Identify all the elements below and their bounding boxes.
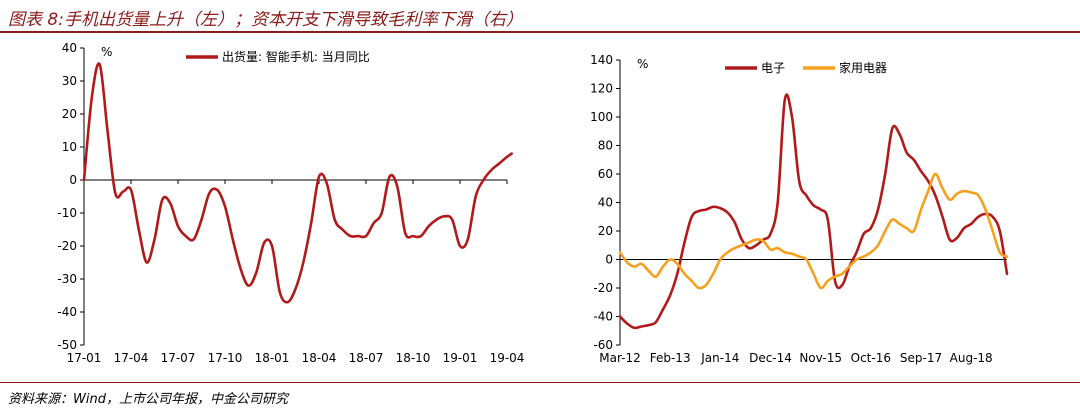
left-y-tick-label: -10 (57, 206, 77, 220)
left-series-line-1 (82, 62, 513, 304)
left-x-tick-label: 18-10 (396, 351, 431, 365)
right-x-tick-label: Mar-12 (599, 351, 640, 365)
right-y-tick-label: 80 (598, 139, 613, 153)
left-x-tick-label: 18-04 (302, 351, 337, 365)
right-y-tick-label: 60 (598, 167, 613, 181)
right-y-tick-label: 100 (590, 110, 613, 124)
right-series-line-2 (618, 172, 1009, 290)
left-y-tick-label: -50 (57, 338, 77, 352)
left-x-tick-label: 19-04 (490, 351, 525, 365)
left-x-tick-label: 18-07 (349, 351, 384, 365)
right-series-line-1 (618, 93, 1009, 330)
right-legend-label-2: 家用电器 (839, 60, 887, 75)
right-x-tick-label: Jan-14 (700, 351, 739, 365)
right-y-tick-label: -20 (593, 281, 613, 295)
left-y-tick-label: 40 (62, 41, 77, 55)
right-chart: -60 -40 -20 0 20 40 60 80 100 120 140 % Mar-12 Feb-13… (590, 53, 1009, 365)
left-x-tick-label: 17-04 (114, 351, 149, 365)
left-x-tick-label: 17-07 (161, 351, 196, 365)
left-y-unit-label: % (101, 45, 112, 59)
left-y-tick-label: 20 (62, 107, 77, 121)
right-legend-label-1: 电子 (761, 61, 785, 75)
source-rule (0, 382, 1080, 383)
left-x-tick-label: 18-01 (255, 351, 290, 365)
source-note: 资料来源：Wind，上市公司年报，中金公司研究 (8, 392, 288, 407)
left-y-tick-label: -40 (57, 305, 77, 319)
title-rule (0, 31, 1080, 33)
right-x-tick-label: Aug-18 (950, 351, 993, 365)
right-y-tick-label: 120 (590, 82, 613, 96)
figure-title: 图表 8:手机出货量上升（左）；资本开支下滑导致毛利率下滑（右） (8, 10, 523, 30)
right-y-tick-label: 20 (598, 224, 613, 238)
left-x-tick-label: 19-01 (443, 351, 478, 365)
right-x-tick-label: Nov-15 (799, 351, 842, 365)
left-y-tick-label: 0 (69, 173, 77, 187)
left-x-tick-label: 17-10 (208, 351, 243, 365)
left-y-tick-label: 10 (62, 140, 77, 154)
left-y-tick-label: 30 (62, 74, 77, 88)
right-y-tick-label: 0 (605, 253, 613, 267)
left-legend-label-1: 出货量: 智能手机: 当月同比 (222, 49, 370, 64)
right-y-unit-label: % (637, 57, 648, 71)
right-y-tick-label: 140 (590, 53, 613, 67)
right-y-tick-label: -60 (593, 338, 613, 352)
left-y-tick-label: -30 (57, 272, 77, 286)
left-x-tick-label: 17-01 (67, 351, 102, 365)
right-y-tick-label: 40 (598, 196, 613, 210)
right-x-tick-label: Feb-13 (650, 351, 691, 365)
right-x-tick-label: Sep-17 (900, 351, 942, 365)
right-x-tick-label: Dec-14 (749, 351, 792, 365)
left-y-tick-label: -20 (57, 239, 77, 253)
right-y-tick-label: -40 (593, 310, 613, 324)
right-x-tick-label: Oct-16 (851, 351, 891, 365)
left-chart: -50 -40 -30 -20 -10 0 10 20 30 40 % 17-01 17-04 17-07… (57, 41, 525, 365)
